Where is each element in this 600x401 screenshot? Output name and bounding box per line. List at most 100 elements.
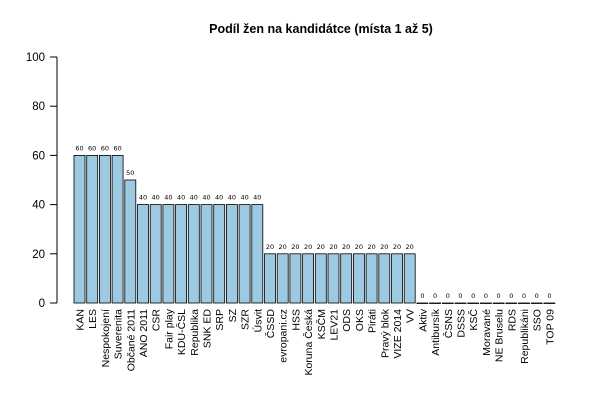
data-label: 40 bbox=[152, 194, 160, 202]
bar bbox=[86, 154, 99, 304]
x-tick-label: Pravý blok bbox=[379, 308, 391, 358]
bar bbox=[518, 302, 530, 304]
x-tick-label: Občané 2011 bbox=[125, 309, 137, 371]
bar bbox=[149, 204, 162, 304]
data-label: 60 bbox=[88, 144, 96, 152]
x-tick-label: SZR bbox=[240, 309, 252, 330]
x-tick-label: HSS bbox=[290, 309, 302, 331]
bar bbox=[200, 204, 213, 304]
bars bbox=[73, 154, 556, 304]
data-label: 60 bbox=[75, 144, 83, 152]
x-tick-label: Úsvit bbox=[251, 309, 264, 332]
x-tick-label: VIZE 2014 bbox=[392, 309, 404, 359]
bar bbox=[352, 253, 365, 304]
x-tick-label: ČSSD bbox=[264, 309, 277, 339]
x-tick-label: CSR bbox=[151, 309, 163, 332]
x-tick-label: Suverenita bbox=[113, 309, 125, 359]
bar bbox=[251, 204, 264, 304]
x-tick-label: Piráti bbox=[367, 309, 379, 333]
bar bbox=[111, 154, 124, 304]
data-label: 60 bbox=[101, 144, 109, 152]
bar bbox=[137, 204, 149, 304]
bar bbox=[391, 253, 403, 304]
bar bbox=[302, 253, 315, 304]
x-tick-label: KAN bbox=[75, 309, 87, 331]
y-tick-label: 0 bbox=[39, 298, 45, 310]
y-axis: 0 20 40 60 80 100 bbox=[26, 52, 57, 310]
bar bbox=[530, 302, 543, 304]
x-tick-label: Aktiv bbox=[417, 308, 429, 332]
data-label: 20 bbox=[406, 243, 414, 251]
bar bbox=[73, 154, 86, 304]
data-label: 0 bbox=[433, 292, 437, 300]
bar bbox=[264, 253, 276, 304]
x-tick-label: LES bbox=[87, 309, 99, 329]
data-label: 20 bbox=[393, 243, 401, 251]
x-tick-label: ODS bbox=[341, 309, 353, 332]
data-label: 0 bbox=[497, 292, 501, 300]
data-label: 40 bbox=[228, 194, 236, 202]
y-tick-label: 60 bbox=[32, 150, 45, 162]
x-tick-label: RDS bbox=[506, 309, 518, 331]
x-tick-label: Fair play bbox=[163, 308, 175, 349]
data-label: 20 bbox=[342, 243, 350, 251]
data-labels: 60 60 60 60 50 40 40 40 40 40 40 40 40 40 40 20 20 20 20 20… bbox=[75, 144, 551, 300]
data-label: 40 bbox=[202, 194, 210, 202]
bar bbox=[124, 179, 137, 304]
bar bbox=[467, 302, 480, 304]
x-tick-label: Nespokojení bbox=[100, 309, 112, 367]
data-label: 60 bbox=[113, 144, 121, 152]
data-label: 40 bbox=[190, 194, 198, 202]
bar bbox=[187, 204, 200, 304]
data-label: 20 bbox=[304, 243, 312, 251]
y-tick-label: 80 bbox=[32, 101, 45, 113]
data-label: 0 bbox=[458, 292, 462, 300]
bar bbox=[543, 302, 556, 304]
bar bbox=[416, 302, 429, 304]
y-tick-label: 100 bbox=[26, 52, 45, 64]
x-tick-label: KDU-ČSL bbox=[175, 309, 188, 355]
data-label: 50 bbox=[126, 169, 134, 177]
bar bbox=[403, 253, 416, 304]
x-tick-label: ČSNS bbox=[442, 309, 455, 338]
bar bbox=[314, 253, 327, 304]
x-tick-label: LEV21 bbox=[329, 309, 341, 341]
bar bbox=[276, 253, 289, 304]
data-label: 40 bbox=[253, 194, 261, 202]
data-label: 0 bbox=[535, 292, 539, 300]
x-tick-label: Republika bbox=[189, 309, 201, 356]
x-tick-label: VV bbox=[405, 309, 417, 323]
y-tick-label: 40 bbox=[32, 200, 45, 212]
data-label: 40 bbox=[164, 194, 172, 202]
bar bbox=[327, 253, 340, 304]
bar bbox=[99, 154, 111, 304]
data-label: 20 bbox=[380, 243, 388, 251]
data-label: 0 bbox=[522, 292, 526, 300]
bar bbox=[505, 302, 518, 304]
data-label: 40 bbox=[215, 194, 223, 202]
data-label: 20 bbox=[329, 243, 337, 251]
bar bbox=[441, 302, 454, 304]
x-tick-label: SRP bbox=[214, 309, 226, 331]
x-tick-label: KSČ bbox=[467, 309, 480, 331]
data-label: 0 bbox=[446, 292, 450, 300]
x-tick-label: KSČM bbox=[315, 309, 328, 339]
x-tick-label: Moravané bbox=[481, 309, 493, 356]
bar bbox=[479, 302, 492, 304]
data-label: 20 bbox=[279, 243, 287, 251]
bar bbox=[238, 204, 251, 304]
bar bbox=[340, 253, 353, 304]
bar bbox=[365, 253, 378, 304]
bar bbox=[492, 302, 505, 304]
data-label: 0 bbox=[484, 292, 488, 300]
x-tick-label: SSO bbox=[532, 309, 544, 331]
bar bbox=[175, 204, 188, 304]
x-tick-label: TOP 09 bbox=[544, 309, 556, 345]
bar bbox=[213, 204, 226, 304]
x-tick-label: NE Bruselu bbox=[494, 309, 506, 362]
data-label: 20 bbox=[367, 243, 375, 251]
data-label: 20 bbox=[355, 243, 363, 251]
bar bbox=[454, 302, 467, 304]
x-axis-labels: KAN LES Nespokojení Suverenita Občané 2011 AN… bbox=[75, 308, 557, 375]
